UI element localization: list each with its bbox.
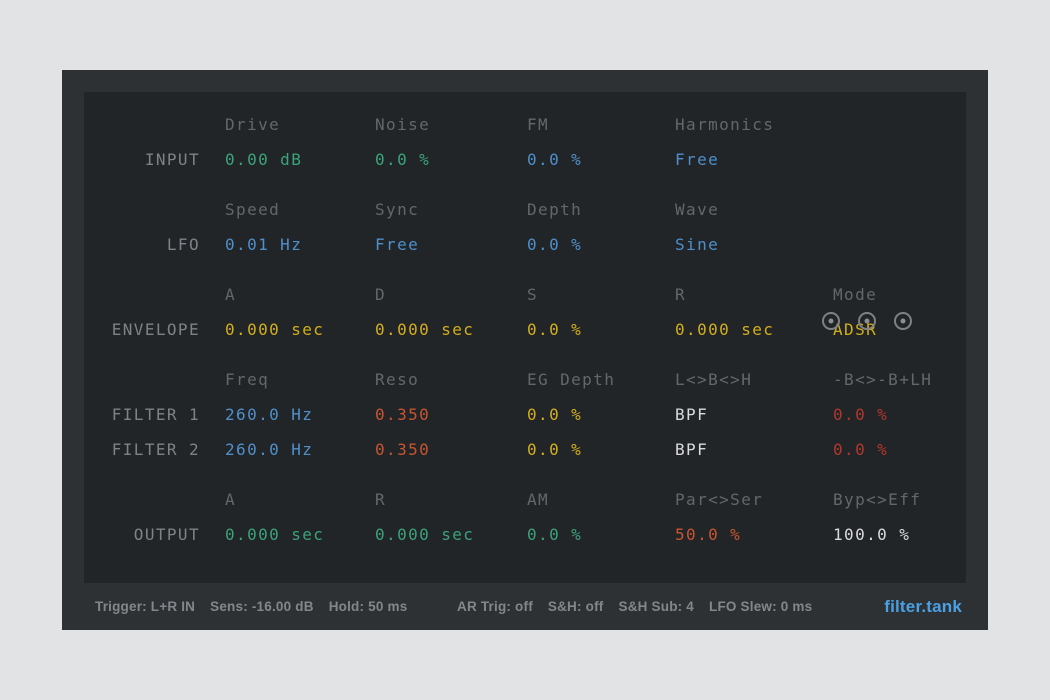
row-output: OUTPUT 0.000 sec 0.000 sec 0.0 % 50.0 % 100.0… <box>84 525 966 545</box>
value-input-noise[interactable]: 0.0 % <box>375 150 431 169</box>
radio-dot-icon-2[interactable] <box>858 312 876 330</box>
value-filter-2-reso[interactable]: 0.350 <box>375 440 431 459</box>
value-filter-2-eg-depth[interactable]: 0.0 % <box>527 440 583 459</box>
header-depth: Depth <box>527 200 583 219</box>
value-lfo-sync[interactable]: Free <box>375 235 420 254</box>
header-a: A <box>225 285 237 304</box>
value-filter-2-l-b-h[interactable]: BPF <box>675 440 709 459</box>
section-input: Drive Noise FM Harmonics INPUT 0.00 dB 0.0 % 0.… <box>84 115 966 170</box>
header-speed: Speed <box>225 200 281 219</box>
value-output-byp-eff[interactable]: 100.0 % <box>833 525 911 544</box>
header-drive: Drive <box>225 115 281 134</box>
section-envelope-headers: A D S R Mode <box>84 285 966 305</box>
status-bar: Trigger: L+R IN Sens: -16.00 dB Hold: 50 m… <box>62 583 988 630</box>
status-item-s-h-sub[interactable]: S&H Sub: 4 <box>618 599 694 614</box>
section-filter: Freq Reso EG Depth L<>B<>H -B<>-B+LH FILTER 1… <box>84 370 966 460</box>
row-input: INPUT 0.00 dB 0.0 % 0.0 % Free <box>84 150 966 170</box>
value-envelope-s[interactable]: 0.0 % <box>527 320 583 339</box>
header-reso: Reso <box>375 370 420 389</box>
row-label-lfo: LFO <box>166 235 200 254</box>
row-label-spacer <box>84 370 200 390</box>
value-envelope-a[interactable]: 0.000 sec <box>225 320 325 339</box>
status-item-hold[interactable]: Hold: 50 ms <box>328 599 408 614</box>
header-r: R <box>675 285 687 304</box>
row-label-spacer <box>84 490 200 510</box>
value-output-a[interactable]: 0.000 sec <box>225 525 325 544</box>
row-label-spacer <box>84 115 200 135</box>
value-envelope-d[interactable]: 0.000 sec <box>375 320 475 339</box>
header-fm: FM <box>527 115 550 134</box>
header-mode: Mode <box>833 285 878 304</box>
header-lfo-empty <box>808 200 966 220</box>
plugin-window: Drive Noise FM Harmonics INPUT 0.00 dB 0.0 % 0.… <box>62 70 988 630</box>
row-label-spacer <box>84 200 200 220</box>
header-eg-depth: EG Depth <box>527 370 616 389</box>
value-filter-1-l-b-h[interactable]: BPF <box>675 405 709 424</box>
parameter-panel: Drive Noise FM Harmonics INPUT 0.00 dB 0.0 % 0.… <box>84 92 966 583</box>
header-sync: Sync <box>375 200 420 219</box>
value-lfo-speed[interactable]: 0.01 Hz <box>225 235 303 254</box>
brand-logo: filter.tank <box>884 597 962 616</box>
value-output-par-ser[interactable]: 50.0 % <box>675 525 742 544</box>
row-lfo: LFO 0.01 Hz Free 0.0 % Sine <box>84 235 966 255</box>
value-output-r[interactable]: 0.000 sec <box>375 525 475 544</box>
value-filter-1-freq[interactable]: 260.0 Hz <box>225 405 314 424</box>
header-freq: Freq <box>225 370 270 389</box>
header-byp-eff: Byp<>Eff <box>833 490 922 509</box>
value-input-harmonics[interactable]: Free <box>675 150 720 169</box>
value-input-drive[interactable]: 0.00 dB <box>225 150 303 169</box>
lfo-phase-indicators <box>822 312 912 330</box>
value-filter-2-freq[interactable]: 260.0 Hz <box>225 440 314 459</box>
header-b-b-lh: -B<>-B+LH <box>833 370 933 389</box>
row-label-filter-1: FILTER 1 <box>111 405 200 424</box>
header-am: AM <box>527 490 550 509</box>
header-harmonics: Harmonics <box>675 115 775 134</box>
section-filter-headers: Freq Reso EG Depth L<>B<>H -B<>-B+LH <box>84 370 966 390</box>
value-filter-1-reso[interactable]: 0.350 <box>375 405 431 424</box>
row-filter-1: FILTER 1 260.0 Hz 0.350 0.0 % BPF 0.0 % <box>84 405 966 425</box>
row-label-spacer <box>84 285 200 305</box>
value-envelope-r[interactable]: 0.000 sec <box>675 320 775 339</box>
section-input-headers: Drive Noise FM Harmonics <box>84 115 966 135</box>
header-r: R <box>375 490 387 509</box>
header-d: D <box>375 285 387 304</box>
header-noise: Noise <box>375 115 431 134</box>
parameter-sections: Drive Noise FM Harmonics INPUT 0.00 dB 0.0 % 0.… <box>84 115 966 545</box>
radio-dot-icon-1[interactable] <box>822 312 840 330</box>
row-label-envelope: ENVELOPE <box>111 320 200 339</box>
status-item-s-h[interactable]: S&H: off <box>547 599 604 614</box>
radio-dot-icon-3[interactable] <box>894 312 912 330</box>
section-lfo: Speed Sync Depth Wave LFO 0.01 Hz Free 0.0 % Sin… <box>84 200 966 255</box>
value-output-am[interactable]: 0.0 % <box>527 525 583 544</box>
value-input-fm[interactable]: 0.0 % <box>527 150 583 169</box>
section-lfo-headers: Speed Sync Depth Wave <box>84 200 966 220</box>
header-input-empty <box>808 115 966 135</box>
status-group-trigger: Trigger: L+R IN Sens: -16.00 dB Hold: 50 m… <box>95 583 407 630</box>
value-filter-1-eg-depth[interactable]: 0.0 % <box>527 405 583 424</box>
value-filter-2-b-b-lh[interactable]: 0.0 % <box>833 440 889 459</box>
header-wave: Wave <box>675 200 720 219</box>
header-a: A <box>225 490 237 509</box>
status-item-sens[interactable]: Sens: -16.00 dB <box>210 599 314 614</box>
row-label-output: OUTPUT <box>133 525 200 544</box>
header-s: S <box>527 285 539 304</box>
header-par-ser: Par<>Ser <box>675 490 764 509</box>
row-filter-2: FILTER 2 260.0 Hz 0.350 0.0 % BPF 0.0 % <box>84 440 966 460</box>
section-output: A R AM Par<>Ser Byp<>Eff OUTPUT 0.000 sec 0.000… <box>84 490 966 545</box>
row-label-filter-2: FILTER 2 <box>111 440 200 459</box>
value-filter-1-b-b-lh[interactable]: 0.0 % <box>833 405 889 424</box>
value-lfo-wave[interactable]: Sine <box>675 235 720 254</box>
status-group-lfo: AR Trig: off S&H: off S&H Sub: 4 LFO Slew: … <box>457 583 812 630</box>
status-item-ar-trig[interactable]: AR Trig: off <box>457 599 533 614</box>
header-l-b-h: L<>B<>H <box>675 370 753 389</box>
status-item-trigger[interactable]: Trigger: L+R IN <box>95 599 196 614</box>
section-output-headers: A R AM Par<>Ser Byp<>Eff <box>84 490 966 510</box>
value-lfo-extra <box>808 235 966 255</box>
status-item-lfo-slew[interactable]: LFO Slew: 0 ms <box>709 599 813 614</box>
row-label-input: INPUT <box>144 150 200 169</box>
value-lfo-depth[interactable]: 0.0 % <box>527 235 583 254</box>
value-input-extra <box>808 150 966 170</box>
